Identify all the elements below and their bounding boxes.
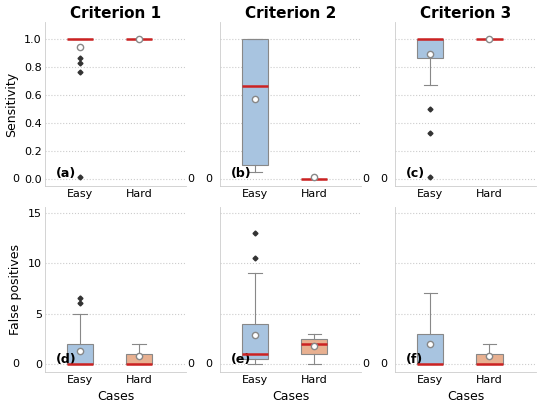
Text: 0: 0 — [362, 174, 369, 184]
Text: (d): (d) — [56, 353, 76, 366]
Text: 0: 0 — [12, 359, 19, 369]
Title: Criterion 2: Criterion 2 — [245, 6, 336, 20]
X-axis label: Cases: Cases — [272, 391, 309, 403]
Text: 0: 0 — [205, 359, 212, 369]
PathPatch shape — [301, 339, 327, 354]
Title: Criterion 3: Criterion 3 — [420, 6, 511, 20]
Text: 0: 0 — [187, 359, 194, 369]
Text: (f): (f) — [406, 353, 423, 366]
X-axis label: Cases: Cases — [97, 391, 134, 403]
Text: 0: 0 — [380, 359, 388, 369]
PathPatch shape — [417, 38, 443, 58]
Text: (c): (c) — [406, 167, 425, 180]
Y-axis label: False positives: False positives — [9, 244, 22, 335]
Text: (a): (a) — [56, 167, 76, 180]
Text: 0: 0 — [187, 174, 194, 184]
Text: (e): (e) — [231, 353, 251, 366]
PathPatch shape — [476, 354, 502, 364]
Title: Criterion 1: Criterion 1 — [70, 6, 161, 20]
X-axis label: Cases: Cases — [447, 391, 484, 403]
Text: 0: 0 — [362, 359, 369, 369]
PathPatch shape — [242, 38, 268, 165]
PathPatch shape — [417, 334, 443, 364]
Y-axis label: Sensitivity: Sensitivity — [5, 72, 18, 137]
Text: 0: 0 — [380, 174, 388, 184]
PathPatch shape — [126, 354, 152, 364]
PathPatch shape — [67, 344, 93, 364]
Text: 0: 0 — [205, 174, 212, 184]
PathPatch shape — [242, 324, 268, 359]
Text: 0: 0 — [12, 174, 19, 184]
Text: (b): (b) — [231, 167, 251, 180]
